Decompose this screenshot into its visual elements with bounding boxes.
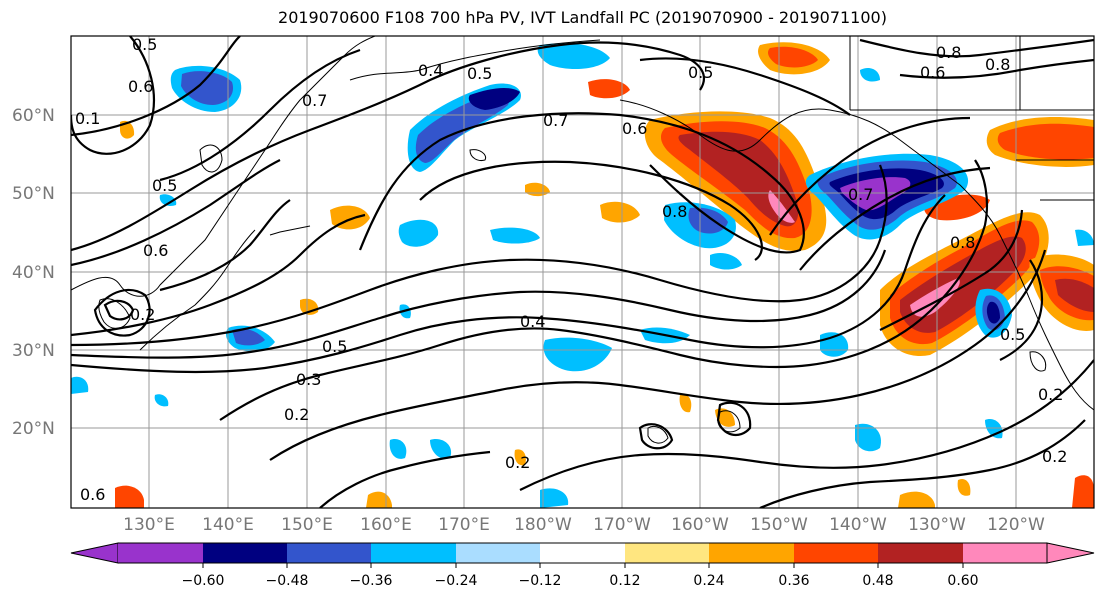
lon-label: 120°W [987, 515, 1045, 535]
colorbar-tick-label: 0.48 [862, 573, 893, 589]
lon-label: 150°W [750, 515, 808, 535]
colorbar-right-arrow [1046, 542, 1095, 564]
contour-label: 0.5 [132, 35, 157, 54]
colorbar-tick-label: 0.12 [609, 573, 640, 589]
contour-label: 0.5 [152, 176, 177, 195]
colorbar-segment [118, 543, 203, 563]
contour-label: 0.6 [622, 119, 647, 138]
lon-label: 140°E [202, 515, 254, 535]
contour-label: 0.8 [936, 43, 961, 62]
lon-label: 140°W [829, 515, 887, 535]
contour-label: 0.6 [128, 77, 153, 96]
colorbar-segment [287, 543, 371, 563]
colorbar-segment [709, 543, 794, 563]
contour-label: 0.7 [848, 185, 873, 204]
lon-label: 130°W [908, 515, 966, 535]
colorbar-segment [625, 543, 709, 563]
colorbar-tick-label: −0.12 [519, 573, 562, 589]
contour-label: 0.6 [920, 63, 945, 82]
colorbar-segment [878, 543, 963, 563]
contour-label: 0.7 [302, 91, 327, 110]
graticule [71, 36, 1094, 508]
colorbar-tick-label: −0.36 [350, 573, 393, 589]
contour-label: 0.2 [284, 405, 309, 424]
contour-label: 0.2 [130, 305, 155, 324]
contour-label: 0.6 [143, 241, 168, 260]
lat-label-40n: 40°N [12, 263, 55, 283]
colorbar-segment [203, 543, 287, 563]
lon-label: 160°W [671, 515, 729, 535]
contour-label: 0.1 [75, 109, 100, 128]
colorbar-tick-label: −0.24 [435, 573, 478, 589]
contour-label: 0.2 [1042, 447, 1067, 466]
contour-label: 0.3 [296, 370, 321, 389]
lon-label: 160°E [360, 515, 412, 535]
colorbar-tick-label: 0.36 [778, 573, 809, 589]
map-title: 2019070600 F108 700 hPa PV, IVT Landfall… [278, 8, 887, 27]
contour-label: 0.5 [1000, 325, 1025, 344]
lat-label-50n: 50°N [12, 184, 55, 204]
lat-label-60n: 60°N [12, 106, 55, 126]
contour-label: 0.5 [688, 63, 713, 82]
lon-label: 170°E [438, 515, 490, 535]
lon-label: 170°W [593, 515, 651, 535]
lat-label-30n: 30°N [12, 341, 55, 361]
contour-labels: 0.5 0.6 0.1 0.4 0.5 0.7 0.7 0.6 0.5 0.8 … [75, 35, 1067, 504]
pv-contours [71, 36, 1094, 508]
colorbar-segment [794, 543, 878, 563]
lon-label: 130°E [123, 515, 175, 535]
lon-label: 150°E [281, 515, 333, 535]
colorbar: −0.60 −0.48 −0.36 −0.24 −0.12 0.12 0.24 … [70, 542, 1095, 589]
contour-label: 0.2 [505, 453, 530, 472]
colorbar-segment [540, 543, 625, 563]
contour-label: 0.8 [985, 55, 1010, 74]
lon-label: 180°W [514, 515, 572, 535]
longitude-labels: 130°E 140°E 150°E 160°E 170°E 180°W 170°… [123, 515, 1045, 535]
colorbar-segment [963, 543, 1047, 563]
colorbar-segment [371, 543, 456, 563]
contour-label: 0.4 [520, 312, 545, 331]
colorbar-left-arrow [70, 542, 119, 564]
contour-label: 0.2 [1038, 385, 1063, 404]
colorbar-tick-label: −0.48 [266, 573, 309, 589]
contour-label: 0.6 [80, 485, 105, 504]
contour-label: 0.4 [418, 61, 443, 80]
contour-label: 0.8 [950, 233, 975, 252]
contour-label: 0.7 [543, 111, 568, 130]
contour-label: 0.5 [467, 64, 492, 83]
colorbar-segment [456, 543, 540, 563]
latitude-labels: 60°N 50°N 40°N 30°N 20°N [12, 106, 55, 439]
colorbar-tick-label: 0.60 [947, 573, 978, 589]
colorbar-tick-label: −0.60 [182, 573, 225, 589]
map-frame [70, 35, 1095, 509]
lat-label-20n: 20°N [12, 419, 55, 439]
coastlines [71, 36, 1094, 444]
colorbar-tick-label: 0.24 [693, 573, 724, 589]
contour-label: 0.5 [322, 337, 347, 356]
contour-label: 0.8 [662, 202, 687, 221]
